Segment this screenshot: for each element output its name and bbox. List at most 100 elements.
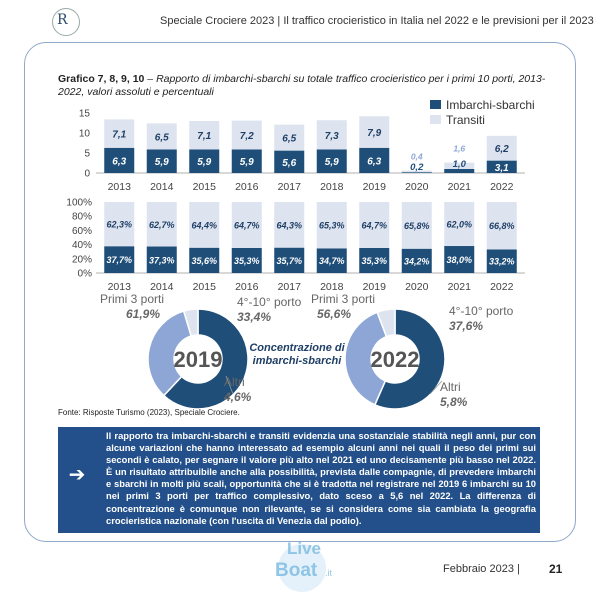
y-tick-label: 0 (84, 169, 90, 180)
bar-imbarchi (146, 149, 177, 173)
y-tick-label: 40% (72, 240, 92, 251)
data-label-imbarchi-pct: 34,2% (404, 256, 430, 266)
data-label-transiti: 6,2 (495, 144, 509, 155)
donut-slice-value: 37,6% (449, 319, 483, 333)
x-tick-label: 2014 (150, 281, 174, 293)
donut-caption-line1: Concentrazione di (249, 342, 345, 354)
x-tick-label: 2017 (278, 181, 302, 193)
bar-transiti-pct (274, 202, 305, 248)
data-label-imbarchi-pct: 37,7% (106, 255, 132, 265)
x-tick-label: 2013 (108, 181, 132, 193)
bar-imbarchi-pct (359, 247, 390, 273)
x-tick-label: 2021 (448, 281, 472, 293)
data-label-imbarchi: 5,9 (325, 157, 339, 168)
bar-transiti-pct (401, 202, 432, 249)
bar-transiti-pct (316, 202, 347, 249)
bar-transiti (359, 116, 390, 148)
data-label-imbarchi: 6,3 (112, 156, 126, 167)
x-tick-label: 2013 (108, 281, 132, 293)
donut-slice-name: Altri (440, 380, 461, 394)
data-label-transiti: 7,2 (240, 131, 254, 142)
x-tick-label: 2022 (490, 281, 514, 293)
data-label-transiti-pct: 66,8% (489, 221, 515, 231)
commentary-box (58, 427, 540, 533)
y-tick-label: 10 (79, 129, 91, 140)
bar-imbarchi-pct (104, 246, 135, 273)
donut-slice-name: Primi 3 porti (100, 292, 164, 306)
bar-imbarchi (401, 172, 432, 173)
donut-slice (147, 310, 193, 397)
publisher-logo: R (52, 8, 80, 36)
donut-center-label: 2022 (371, 347, 420, 372)
y-tick-label: 5 (84, 149, 90, 160)
bar-imbarchi-pct (486, 249, 517, 273)
bar-imbarchi (316, 149, 347, 173)
data-label-transiti-pct: 62,3% (106, 220, 132, 230)
chart-title-italic: – Rapporto di imbarchi-sbarchi su totale… (58, 73, 546, 98)
donut-caption-line2: imbarchi-sbarchi (253, 355, 343, 367)
donut-slice-value: 61,9% (126, 307, 160, 321)
bar-transiti (189, 121, 220, 150)
data-label-transiti: 7,3 (325, 131, 339, 142)
bar-imbarchi (189, 149, 220, 173)
percent-bar-chart: 100% 80% 60% 40% 20% 0% 37,7% 62,3% 2013 37,3% 62,… (66, 198, 525, 293)
donut-slice-value: 4,6% (223, 390, 252, 404)
data-label-transiti: 6,5 (282, 134, 296, 145)
legend-swatch-imbarchi (430, 100, 441, 109)
donut-slice-name: 4°-10° porto (237, 295, 302, 309)
x-tick-label: 2020 (405, 181, 429, 193)
bar-transiti (486, 135, 517, 161)
donut-slice-name: Primi 3 porti (311, 292, 375, 306)
bar-imbarchi-pct (231, 247, 262, 273)
data-label-transiti: 7,1 (112, 130, 126, 141)
x-tick-label: 2019 (363, 181, 387, 193)
bar-transiti (104, 119, 135, 148)
bar-transiti (444, 162, 475, 169)
donut-slice (182, 308, 199, 337)
page-header-title: Speciale Crociere 2023 | Il traffico cro… (160, 15, 594, 27)
data-label-imbarchi-pct: 38,0% (446, 255, 472, 265)
donut-slice-value: 56,6% (317, 307, 351, 321)
x-tick-label: 2015 (193, 181, 217, 193)
bar-transiti (401, 170, 432, 173)
bar-transiti-pct (359, 202, 390, 248)
data-label-transiti-pct: 62,0% (446, 220, 472, 230)
bar-imbarchi-pct (146, 246, 177, 273)
footer-date: Febbraio 2023 | (443, 563, 520, 575)
data-label-imbarchi-pct: 35,6% (191, 256, 217, 266)
donut-slice (344, 311, 388, 406)
page-number: 21 (549, 562, 563, 576)
source-note: Fonte: Risposte Turismo (2023), Speciale… (58, 408, 240, 417)
watermark-line2: Boat (275, 560, 318, 581)
x-tick-label: 2016 (235, 181, 259, 193)
data-label-imbarchi-pct: 35,7% (276, 256, 302, 266)
donut-slice (376, 308, 396, 338)
x-tick-label: 2020 (405, 281, 429, 293)
data-label-imbarchi-pct: 33,2% (489, 257, 515, 267)
bar-imbarchi (486, 160, 517, 173)
watermark-globe-icon (278, 544, 326, 592)
donut-slice-name: 4°-10° porto (449, 304, 514, 318)
bar-imbarchi-pct (444, 246, 475, 273)
y-tick-label: 100% (66, 198, 92, 209)
data-label-imbarchi: 6,3 (367, 156, 381, 167)
data-label-imbarchi-pct: 34,7% (319, 256, 345, 266)
data-label-imbarchi: 5,6 (282, 158, 296, 169)
data-label-transiti: 6,5 (155, 132, 169, 143)
bar-imbarchi-pct (401, 248, 432, 273)
data-label-transiti-pct: 64,3% (276, 220, 302, 230)
donut-slice (162, 308, 249, 410)
data-label-imbarchi-pct: 35,3% (234, 256, 260, 266)
leader-line (225, 375, 234, 395)
commentary-text: Il rapporto tra imbarchi-sbarchi e trans… (106, 430, 536, 526)
y-tick-label: 20% (72, 254, 92, 265)
x-tick-label: 2018 (320, 281, 344, 293)
y-tick-label: 0% (78, 269, 93, 280)
content-frame (24, 42, 576, 542)
donut-slice-value: 33,4% (237, 310, 271, 324)
bar-transiti (146, 123, 177, 150)
bar-transiti-pct (231, 202, 262, 248)
